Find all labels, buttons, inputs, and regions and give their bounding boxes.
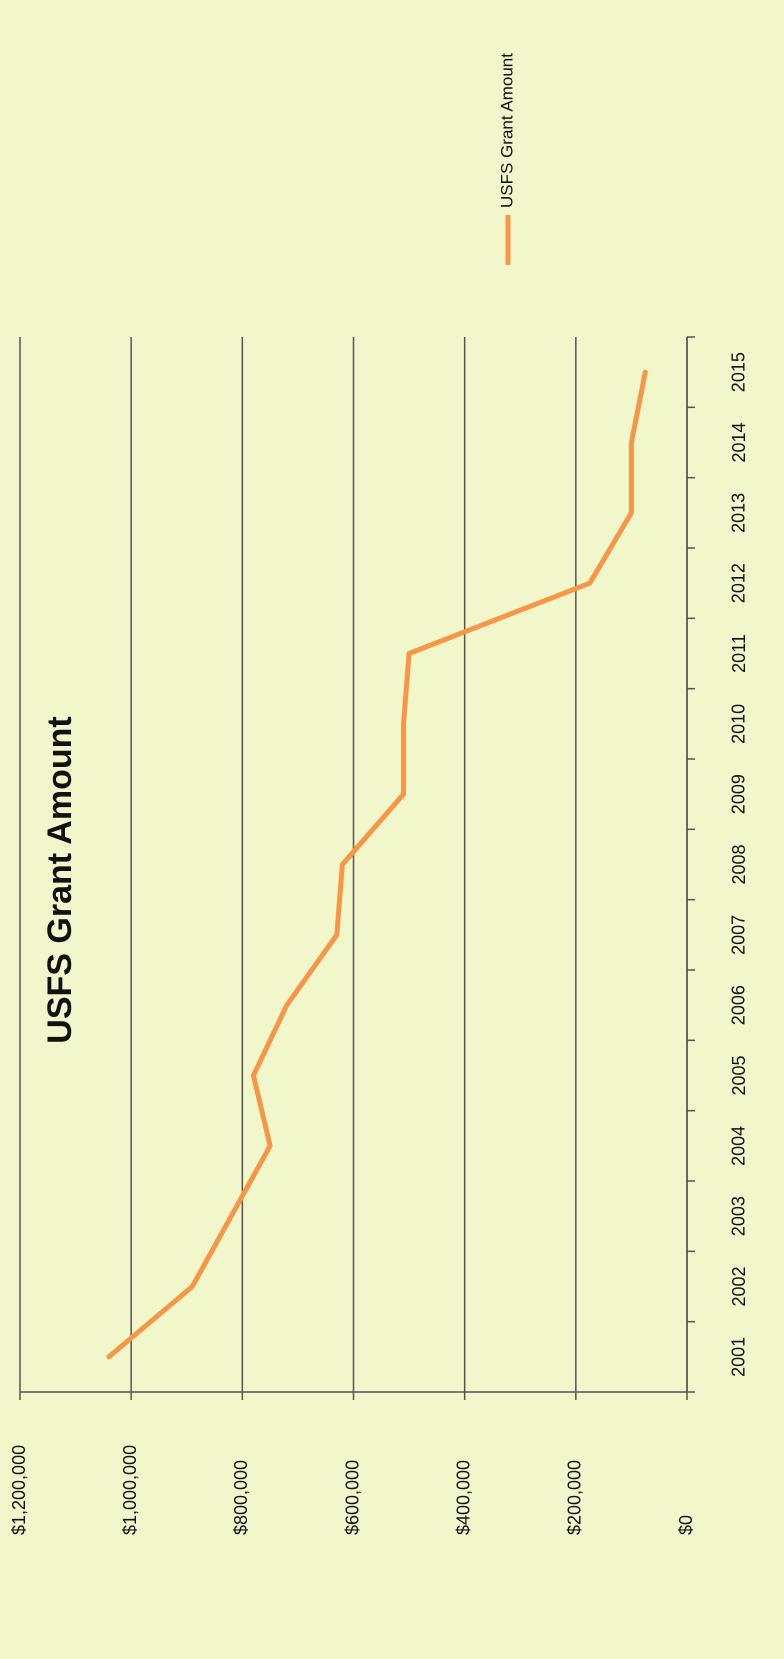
y-tick-label: $400,000 [453,1460,473,1535]
x-tick-label: 2003 [729,1196,749,1236]
x-tick-label: 2002 [729,1266,749,1306]
x-tick-label: 2006 [729,985,749,1025]
x-tick-label: 2010 [729,704,749,744]
y-tick-label: $200,000 [565,1460,585,1535]
legend-label: USFS Grant Amount [497,53,516,208]
y-tick-label: $1,200,000 [9,1445,29,1535]
x-tick-label: 2009 [729,774,749,814]
y-tick-label: $800,000 [231,1460,251,1535]
y-tick-label: $600,000 [342,1460,362,1535]
x-tick-label: 2011 [729,634,749,673]
x-tick-label: 2007 [729,915,749,955]
x-tick-label: 2008 [729,844,749,884]
y-tick-label: $0 [676,1515,696,1535]
chart-title: USFS Grant Amount [41,716,79,1043]
x-tick-label: 2005 [729,1055,749,1095]
x-tick-label: 2013 [729,493,749,533]
x-tick-label: 2015 [729,352,749,392]
line-series [106,369,648,1360]
x-tick-label: 2014 [729,422,749,462]
x-tick-label: 2012 [729,563,749,603]
x-tick-label: 2004 [729,1126,749,1166]
x-tick-label: 2001 [729,1337,749,1377]
y-tick-label: $1,000,000 [120,1445,140,1535]
